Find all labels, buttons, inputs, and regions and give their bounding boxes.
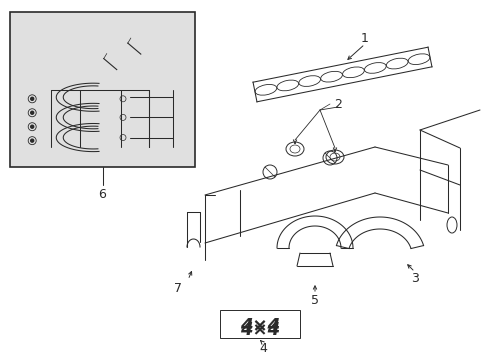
Text: 4×4: 4×4 — [240, 317, 280, 335]
Bar — [10, 12, 195, 167]
Text: 4×4: 4×4 — [240, 317, 280, 335]
Text: 3: 3 — [410, 271, 418, 284]
Text: 1: 1 — [360, 31, 368, 45]
Circle shape — [31, 139, 34, 142]
Text: 5: 5 — [310, 293, 318, 306]
Text: 4×4: 4×4 — [240, 317, 280, 335]
Text: 2: 2 — [333, 98, 341, 111]
Text: 4: 4 — [259, 342, 266, 355]
Circle shape — [31, 125, 34, 128]
Text: 7: 7 — [174, 282, 182, 294]
Circle shape — [31, 111, 34, 114]
Circle shape — [31, 97, 34, 100]
Bar — [220, 310, 299, 338]
Text: 4×4: 4×4 — [240, 321, 280, 339]
Text: 6: 6 — [99, 188, 106, 201]
